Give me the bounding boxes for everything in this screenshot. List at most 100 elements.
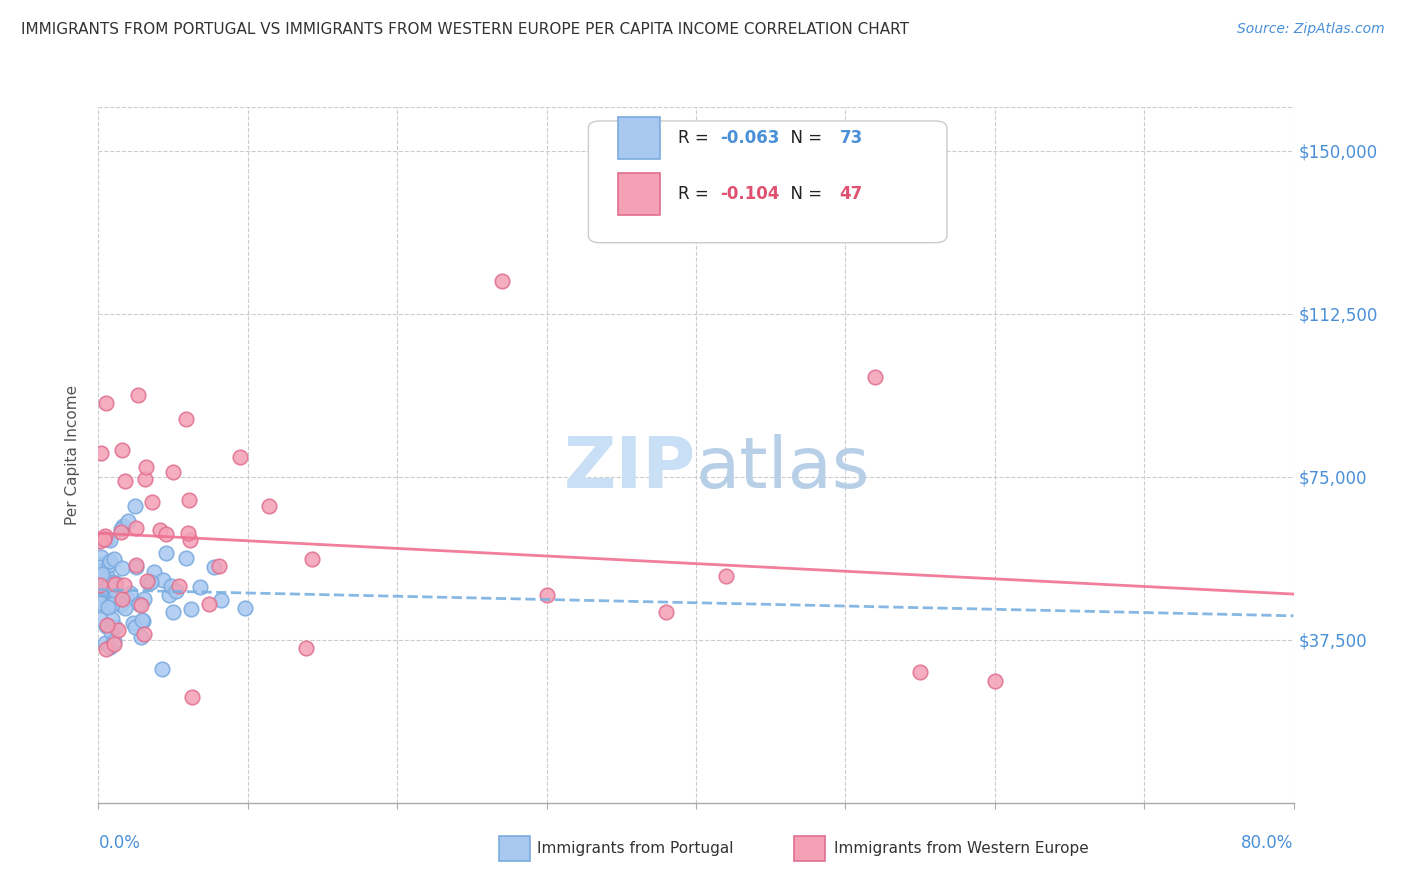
Point	[536, 589, 558, 603]
Point	[141, 495, 163, 509]
Point	[89, 533, 111, 548]
Point	[127, 387, 149, 401]
Point	[96, 395, 118, 409]
Point	[94, 636, 117, 650]
Text: 47: 47	[839, 185, 863, 203]
Y-axis label: Per Capita Income: Per Capita Income	[65, 384, 80, 525]
Point	[98, 533, 121, 548]
Point	[138, 575, 160, 590]
Point	[97, 558, 120, 572]
Text: R =: R =	[678, 129, 714, 147]
Point	[89, 578, 111, 592]
Point	[90, 570, 112, 584]
Point	[125, 521, 148, 535]
Point	[169, 579, 191, 593]
Point	[110, 522, 132, 536]
Text: Immigrants from Western Europe: Immigrants from Western Europe	[834, 841, 1088, 855]
Point	[115, 592, 138, 607]
Point	[122, 615, 145, 630]
Point	[174, 550, 197, 565]
Text: ZIP: ZIP	[564, 434, 696, 503]
Point	[104, 577, 127, 591]
Text: atlas: atlas	[696, 434, 870, 503]
Point	[149, 523, 172, 537]
Point	[90, 549, 112, 564]
Point	[174, 412, 197, 426]
Point	[90, 566, 112, 581]
Point	[129, 631, 152, 645]
Point	[117, 515, 139, 529]
Point	[110, 596, 132, 610]
Point	[152, 573, 174, 587]
Point	[301, 552, 323, 566]
Point	[89, 612, 111, 626]
Text: R =: R =	[678, 185, 714, 203]
Point	[94, 582, 117, 597]
Point	[111, 519, 134, 533]
Point	[114, 474, 136, 488]
Point	[98, 553, 121, 567]
Point	[111, 592, 134, 607]
Point	[101, 612, 124, 626]
Point	[865, 369, 887, 384]
Text: 73: 73	[839, 129, 863, 147]
Point	[94, 641, 117, 656]
Point	[111, 443, 134, 458]
Point	[104, 575, 127, 590]
Point	[124, 620, 146, 634]
Text: -0.063: -0.063	[720, 129, 779, 147]
Point	[104, 620, 127, 634]
Point	[198, 597, 221, 611]
Text: Source: ZipAtlas.com: Source: ZipAtlas.com	[1237, 22, 1385, 37]
Point	[103, 633, 125, 648]
Point	[125, 559, 148, 574]
Point	[112, 578, 135, 592]
Point	[110, 524, 132, 539]
Point	[233, 600, 256, 615]
Point	[155, 546, 177, 560]
Point	[132, 591, 155, 606]
Point	[93, 588, 115, 602]
Point	[181, 690, 204, 705]
Point	[135, 459, 157, 474]
Point	[160, 579, 183, 593]
Point	[204, 559, 226, 574]
Point	[134, 627, 156, 641]
Point	[96, 533, 118, 547]
Point	[150, 662, 173, 676]
Point	[124, 499, 146, 513]
Point	[908, 665, 931, 680]
Point	[101, 574, 124, 589]
Point	[89, 574, 111, 588]
Point	[257, 499, 280, 513]
Point	[165, 583, 187, 598]
Point	[97, 577, 120, 591]
Text: 80.0%: 80.0%	[1241, 834, 1294, 852]
Point	[120, 585, 142, 599]
Point	[89, 596, 111, 610]
Point	[162, 465, 184, 479]
Text: -0.104: -0.104	[720, 185, 779, 203]
Bar	[619, 118, 661, 159]
Point	[208, 558, 231, 573]
Point	[98, 640, 121, 654]
Point	[124, 558, 146, 573]
Point	[155, 526, 177, 541]
Point	[89, 593, 111, 607]
Point	[162, 605, 184, 619]
Point	[179, 533, 201, 547]
Point	[96, 618, 118, 632]
Point	[107, 624, 129, 638]
Point	[295, 641, 318, 656]
Point	[96, 598, 118, 612]
Point	[89, 595, 111, 609]
Text: Immigrants from Portugal: Immigrants from Portugal	[537, 841, 734, 855]
Point	[141, 575, 163, 590]
FancyBboxPatch shape	[588, 121, 948, 243]
Point	[188, 580, 211, 594]
Point	[111, 561, 134, 575]
Text: N =: N =	[779, 129, 827, 147]
Point	[103, 581, 125, 595]
Point	[90, 591, 112, 605]
Point	[177, 526, 200, 541]
